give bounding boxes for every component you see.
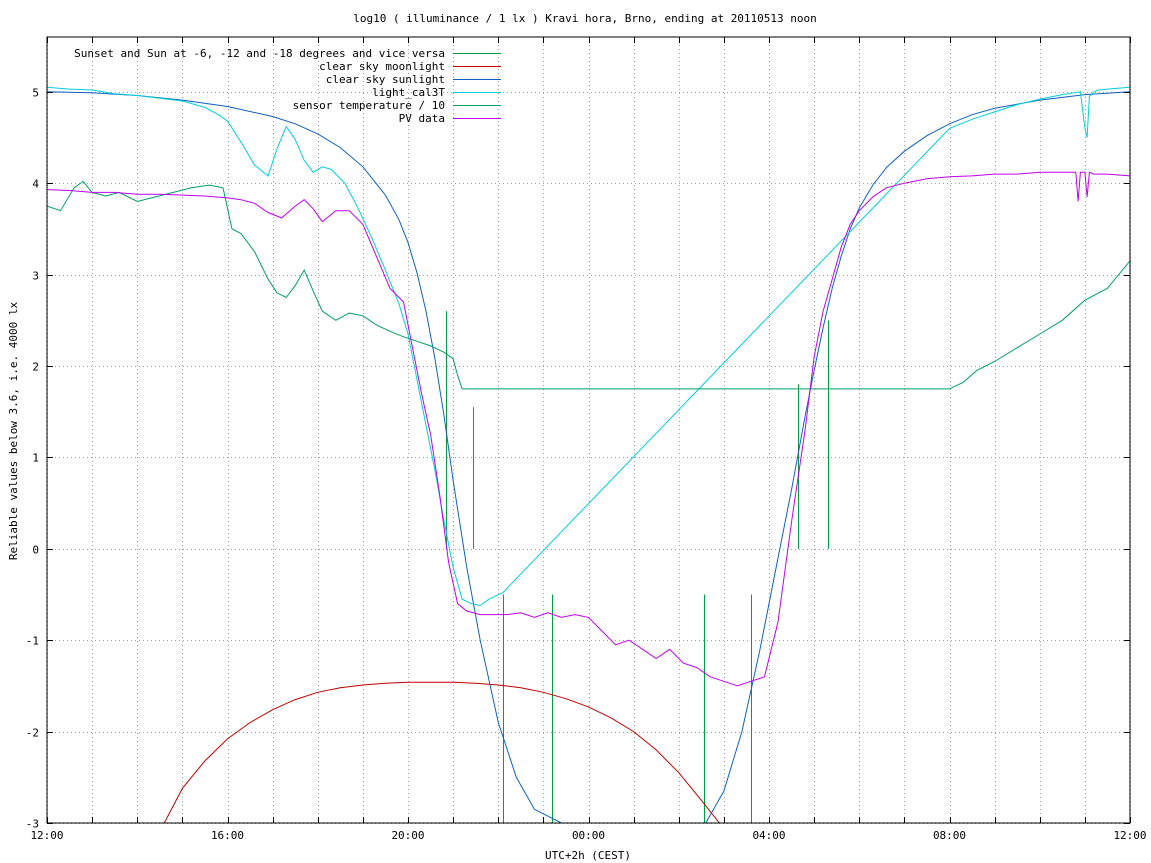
x-axis-label: UTC+2h (CEST) bbox=[545, 849, 631, 862]
y-tick-label: -2 bbox=[26, 727, 39, 740]
chart-title: log10 ( illuminance / 1 lx ) Kravi hora,… bbox=[353, 12, 817, 25]
legend: Sunset and Sun at -6, -12 and -18 degree… bbox=[74, 47, 501, 125]
series-3 bbox=[47, 86, 1130, 607]
y-tick-label: 3 bbox=[32, 270, 39, 283]
series-line bbox=[47, 171, 1130, 687]
series-line bbox=[47, 91, 1130, 823]
legend-label: PV data bbox=[399, 112, 445, 125]
y-tick-label: 2 bbox=[32, 361, 39, 374]
series-1 bbox=[163, 681, 720, 823]
x-tick-label: 04:00 bbox=[752, 829, 785, 842]
series-0 bbox=[446, 311, 829, 823]
x-tick-label: 16:00 bbox=[211, 829, 244, 842]
y-axis-label: Reliable values below 3.6, i.e. 4000 lx bbox=[7, 301, 20, 560]
series-line bbox=[163, 681, 720, 823]
plot-frame bbox=[46, 36, 1131, 824]
x-tick-label: 00:00 bbox=[572, 829, 605, 842]
legend-label: clear sky moonlight bbox=[319, 60, 445, 73]
x-tick-label: 20:00 bbox=[391, 829, 424, 842]
y-tick-label: 4 bbox=[32, 178, 39, 191]
legend-label: sensor temperature / 10 bbox=[293, 99, 445, 112]
x-tick-label: 12:00 bbox=[30, 829, 63, 842]
legend-label: light_cal3T bbox=[372, 86, 445, 99]
x-tick-label: 08:00 bbox=[933, 829, 966, 842]
series-5 bbox=[47, 171, 1130, 687]
y-tick-label: 1 bbox=[32, 452, 39, 465]
legend-label: clear sky sunlight bbox=[326, 73, 445, 86]
x-tick-label: 12:00 bbox=[1113, 829, 1146, 842]
legend-label: Sunset and Sun at -6, -12 and -18 degree… bbox=[74, 47, 445, 60]
y-tick-label: -3 bbox=[26, 818, 39, 831]
series-line bbox=[47, 86, 1130, 607]
y-tick-label: 5 bbox=[32, 87, 39, 100]
y-tick-label: 0 bbox=[32, 544, 39, 557]
y-tick-label: -1 bbox=[26, 635, 39, 648]
series-2 bbox=[47, 91, 1130, 823]
series-line bbox=[47, 180, 1130, 390]
series-4 bbox=[47, 180, 1130, 390]
plot-series bbox=[47, 86, 1130, 823]
